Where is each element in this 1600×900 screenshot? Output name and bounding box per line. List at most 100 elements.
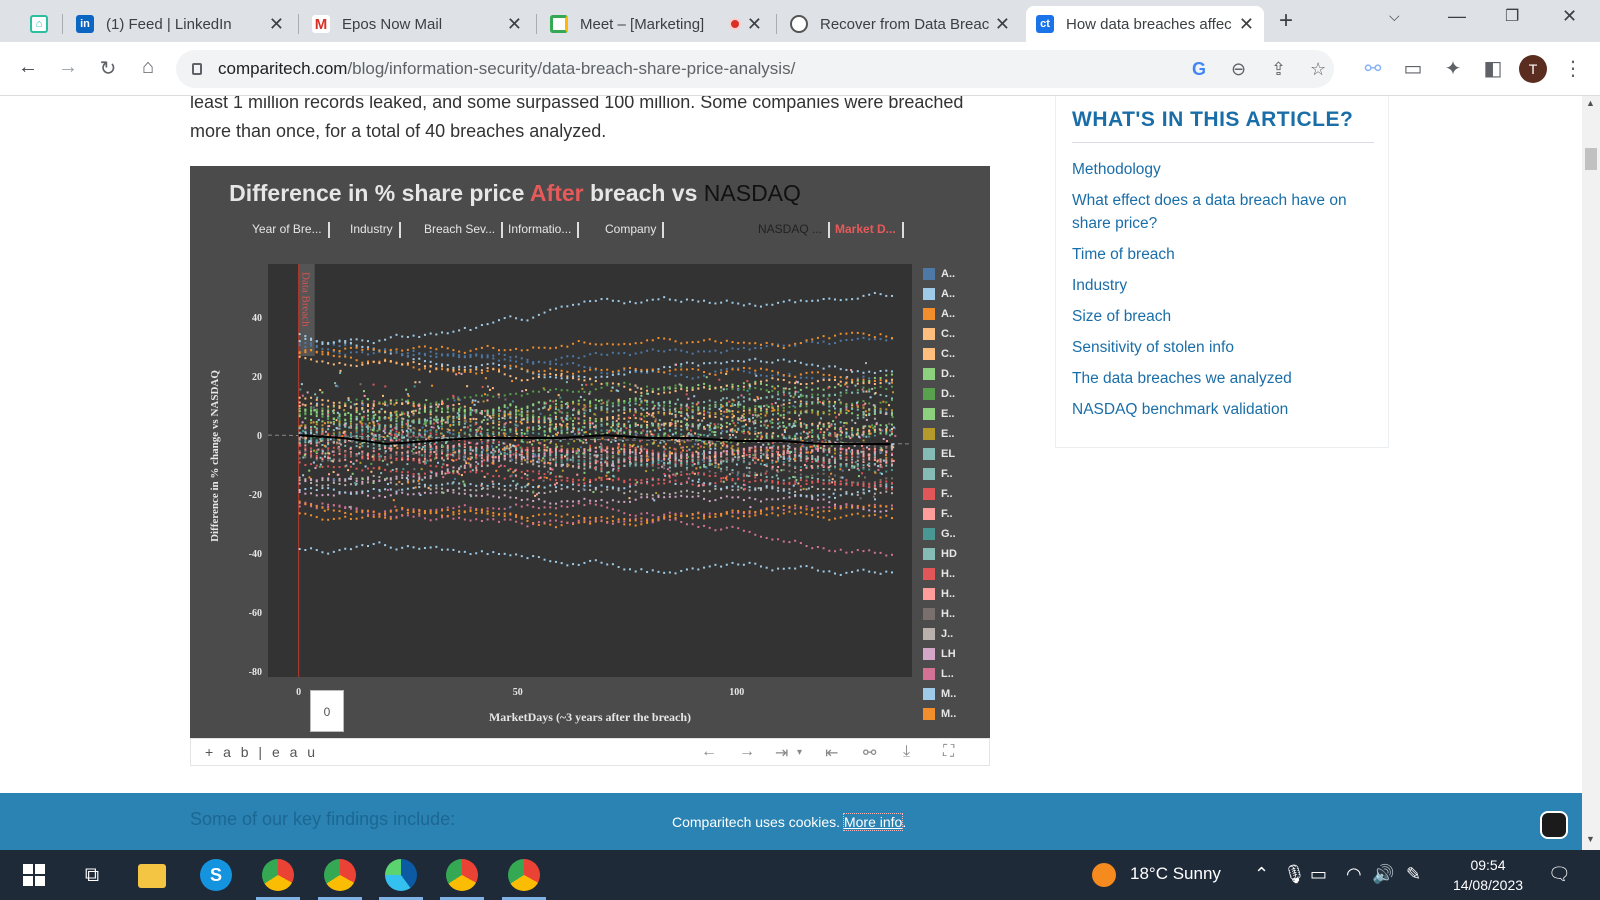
series-point bbox=[520, 489, 523, 492]
series-point bbox=[356, 438, 359, 441]
series-point bbox=[435, 403, 438, 406]
series-point bbox=[378, 466, 381, 469]
menu-kebab-icon[interactable]: ⋮ bbox=[1563, 58, 1583, 80]
series-point bbox=[731, 511, 734, 514]
series-point bbox=[310, 358, 313, 361]
series-point bbox=[298, 344, 301, 347]
series-point bbox=[765, 508, 768, 511]
tab-search-chevron-icon[interactable]: ⌵ bbox=[1389, 8, 1400, 24]
series-point bbox=[560, 479, 563, 482]
series-point bbox=[777, 405, 780, 408]
series-point bbox=[748, 455, 751, 458]
series-point bbox=[811, 480, 814, 483]
series-point bbox=[811, 547, 814, 550]
close-tab-icon[interactable]: ✕ bbox=[268, 13, 284, 34]
series-point bbox=[623, 385, 626, 388]
tab-recover-breach[interactable]: Recover from Data Breac ✕ bbox=[780, 6, 1020, 42]
series-point bbox=[828, 501, 831, 504]
bookmark-star-icon[interactable]: ☆ bbox=[1310, 59, 1327, 79]
tab-linkedin[interactable]: in (1) Feed | LinkedIn ✕ bbox=[66, 6, 294, 42]
series-point bbox=[646, 349, 649, 352]
restore-icon[interactable]: ❐ bbox=[1505, 8, 1520, 25]
close-tab-icon[interactable]: ✕ bbox=[746, 13, 762, 34]
tab-meet[interactable]: Meet – [Marketing] ✕ bbox=[540, 6, 772, 42]
series-point bbox=[418, 476, 421, 479]
reload-icon[interactable]: ↻ bbox=[99, 58, 117, 80]
series-point bbox=[429, 432, 432, 435]
series-point bbox=[885, 433, 888, 436]
series-point bbox=[725, 511, 728, 514]
zoom-icon[interactable]: ⊖ bbox=[1231, 59, 1247, 79]
series-point bbox=[446, 417, 449, 420]
series-point bbox=[714, 340, 717, 343]
series-point bbox=[509, 410, 512, 413]
close-window-icon[interactable]: ✕ bbox=[1562, 6, 1578, 26]
series-point bbox=[828, 297, 831, 300]
close-tab-icon[interactable]: ✕ bbox=[994, 13, 1010, 34]
series-point bbox=[845, 448, 848, 451]
tab-home-app[interactable]: ⌂ bbox=[20, 6, 60, 42]
series-point bbox=[560, 456, 563, 459]
series-point bbox=[663, 440, 666, 443]
profile-avatar[interactable]: T bbox=[1519, 55, 1547, 83]
series-point bbox=[524, 472, 527, 475]
series-point bbox=[657, 435, 660, 438]
series-point bbox=[657, 494, 660, 497]
cast-icon[interactable]: ▭ bbox=[1403, 58, 1423, 80]
series-point bbox=[742, 450, 745, 453]
series-point bbox=[509, 467, 512, 470]
close-tab-icon[interactable]: ✕ bbox=[506, 13, 522, 34]
series-point bbox=[754, 304, 757, 307]
series-point bbox=[554, 376, 557, 379]
series-point bbox=[674, 448, 677, 451]
series-point bbox=[811, 566, 814, 569]
series-point bbox=[873, 485, 876, 488]
series-point bbox=[321, 341, 324, 344]
minimize-icon[interactable]: — bbox=[1448, 6, 1466, 26]
side-panel-icon[interactable]: ◧ bbox=[1483, 58, 1503, 80]
series-point bbox=[469, 519, 472, 522]
home-icon[interactable]: ⌂ bbox=[141, 56, 155, 78]
filter-market-days[interactable]: Market D... bbox=[835, 222, 904, 238]
series-point bbox=[566, 448, 569, 451]
filter-year[interactable]: Year of Bre... bbox=[252, 222, 330, 238]
series-point bbox=[845, 403, 848, 406]
series-point bbox=[782, 468, 785, 471]
filter-company[interactable]: Company bbox=[605, 222, 664, 238]
series-point bbox=[788, 344, 791, 347]
filter-industry[interactable]: Industry bbox=[350, 222, 401, 238]
series-point bbox=[589, 405, 592, 408]
new-tab-button[interactable]: + bbox=[1279, 7, 1294, 34]
extension-link-icon[interactable]: ⚯ bbox=[1364, 58, 1382, 80]
series-point bbox=[828, 425, 831, 428]
filter-information[interactable]: Informatio... bbox=[508, 222, 579, 238]
extensions-puzzle-icon[interactable]: ✦ bbox=[1444, 58, 1462, 80]
series-point bbox=[879, 479, 882, 482]
series-point bbox=[851, 452, 854, 455]
google-lens-icon[interactable]: G bbox=[1192, 59, 1207, 79]
filter-breach-severity[interactable]: Breach Sev... bbox=[424, 222, 503, 238]
tab-how-data-breaches[interactable]: ct How data breaches affec ✕ bbox=[1026, 6, 1264, 42]
series-point bbox=[537, 432, 540, 435]
forward-icon[interactable]: → bbox=[58, 56, 78, 78]
tab-epos-mail[interactable]: M Epos Now Mail ✕ bbox=[302, 6, 532, 42]
address-bar[interactable]: comparitech.com/blog/information-securit… bbox=[176, 50, 1334, 88]
series-point bbox=[606, 418, 609, 421]
series-point bbox=[572, 460, 575, 463]
series-point bbox=[344, 347, 347, 350]
series-point bbox=[543, 473, 546, 476]
filter-nasdaq[interactable]: NASDAQ ... bbox=[758, 222, 830, 238]
series-point bbox=[328, 457, 331, 460]
series-point bbox=[554, 479, 557, 482]
back-icon[interactable]: ← bbox=[18, 56, 38, 78]
series-point bbox=[822, 340, 825, 343]
series-point bbox=[526, 490, 529, 493]
close-tab-icon[interactable]: ✕ bbox=[1238, 13, 1254, 34]
series-point bbox=[549, 478, 552, 481]
series-point bbox=[492, 459, 495, 462]
series-point bbox=[441, 427, 444, 430]
series-point bbox=[759, 396, 762, 399]
series-point bbox=[868, 430, 871, 433]
share-icon[interactable]: ⇪ bbox=[1271, 59, 1287, 79]
